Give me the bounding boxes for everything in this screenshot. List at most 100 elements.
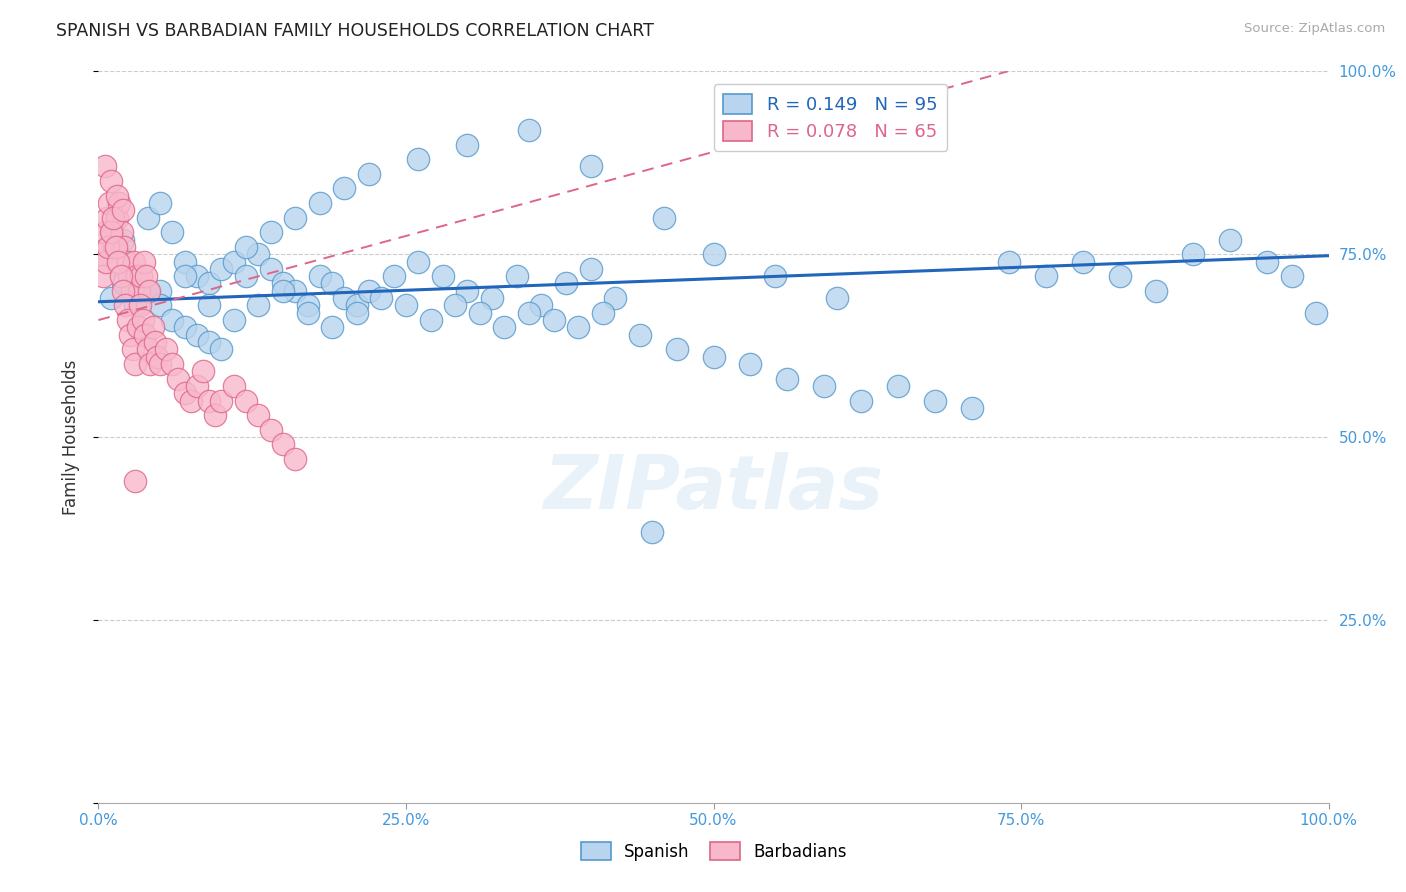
Text: Source: ZipAtlas.com: Source: ZipAtlas.com [1244, 22, 1385, 36]
Point [297, 306, 319, 320]
Point [284, 211, 307, 225]
Point [506, 269, 529, 284]
Point [592, 306, 614, 320]
Point [162, 313, 183, 327]
Point [1182, 247, 1205, 261]
Point [149, 298, 172, 312]
Point [333, 291, 356, 305]
Point [444, 298, 467, 312]
Point [321, 277, 343, 291]
Point [740, 357, 762, 371]
Point [136, 211, 159, 225]
Point [108, 196, 131, 211]
Text: SPANISH VS BARBADIAN FAMILY HOUSEHOLDS CORRELATION CHART: SPANISH VS BARBADIAN FAMILY HOUSEHOLDS C… [56, 22, 654, 40]
Point [129, 298, 152, 312]
Point [112, 277, 135, 291]
Point [924, 393, 946, 408]
Point [146, 350, 169, 364]
Point [100, 291, 122, 305]
Point [359, 284, 381, 298]
Point [125, 269, 148, 284]
Point [408, 254, 430, 268]
Point [136, 343, 159, 357]
Point [235, 240, 257, 254]
Point [665, 343, 688, 357]
Point [136, 284, 159, 298]
Point [143, 334, 166, 349]
Point [186, 327, 208, 342]
Point [235, 393, 257, 408]
Point [135, 269, 157, 284]
Point [284, 452, 307, 467]
Point [93, 160, 115, 174]
Point [142, 320, 165, 334]
Point [271, 437, 294, 451]
Point [112, 240, 135, 254]
Point [173, 269, 195, 284]
Point [105, 211, 128, 225]
Point [825, 291, 848, 305]
Point [271, 277, 294, 291]
Point [94, 254, 117, 268]
Point [1281, 269, 1303, 284]
Point [211, 343, 233, 357]
Point [776, 371, 799, 385]
Point [887, 379, 910, 393]
Point [763, 269, 786, 284]
Point [97, 240, 120, 254]
Point [198, 393, 221, 408]
Point [128, 284, 150, 298]
Point [271, 284, 294, 298]
Point [222, 379, 245, 393]
Point [101, 225, 124, 239]
Point [321, 320, 343, 334]
Point [517, 123, 540, 137]
Point [124, 298, 146, 312]
Point [654, 211, 676, 225]
Point [222, 313, 245, 327]
Point [107, 254, 129, 268]
Point [309, 269, 332, 284]
Point [703, 350, 725, 364]
Point [1108, 269, 1130, 284]
Point [605, 291, 627, 305]
Point [91, 247, 114, 261]
Point [813, 379, 835, 393]
Point [1071, 254, 1094, 268]
Point [124, 269, 146, 284]
Point [1256, 254, 1278, 268]
Point [211, 261, 233, 276]
Y-axis label: Family Households: Family Households [62, 359, 80, 515]
Point [127, 320, 149, 334]
Point [628, 327, 651, 342]
Point [382, 269, 405, 284]
Point [579, 160, 602, 174]
Point [111, 225, 134, 239]
Point [346, 306, 368, 320]
Point [222, 254, 245, 268]
Point [112, 284, 135, 298]
Point [173, 320, 195, 334]
Point [494, 320, 516, 334]
Point [132, 254, 155, 268]
Point [186, 269, 208, 284]
Point [198, 298, 221, 312]
Point [149, 357, 172, 371]
Point [124, 474, 146, 488]
Point [346, 298, 368, 312]
Point [105, 188, 128, 202]
Point [124, 357, 146, 371]
Point [419, 313, 441, 327]
Point [456, 284, 478, 298]
Point [155, 343, 177, 357]
Point [96, 211, 118, 225]
Point [139, 357, 162, 371]
Point [247, 408, 270, 422]
Point [579, 261, 602, 276]
Point [162, 357, 183, 371]
Point [960, 401, 983, 415]
Point [122, 254, 145, 268]
Point [93, 225, 115, 239]
Point [198, 277, 221, 291]
Point [120, 327, 142, 342]
